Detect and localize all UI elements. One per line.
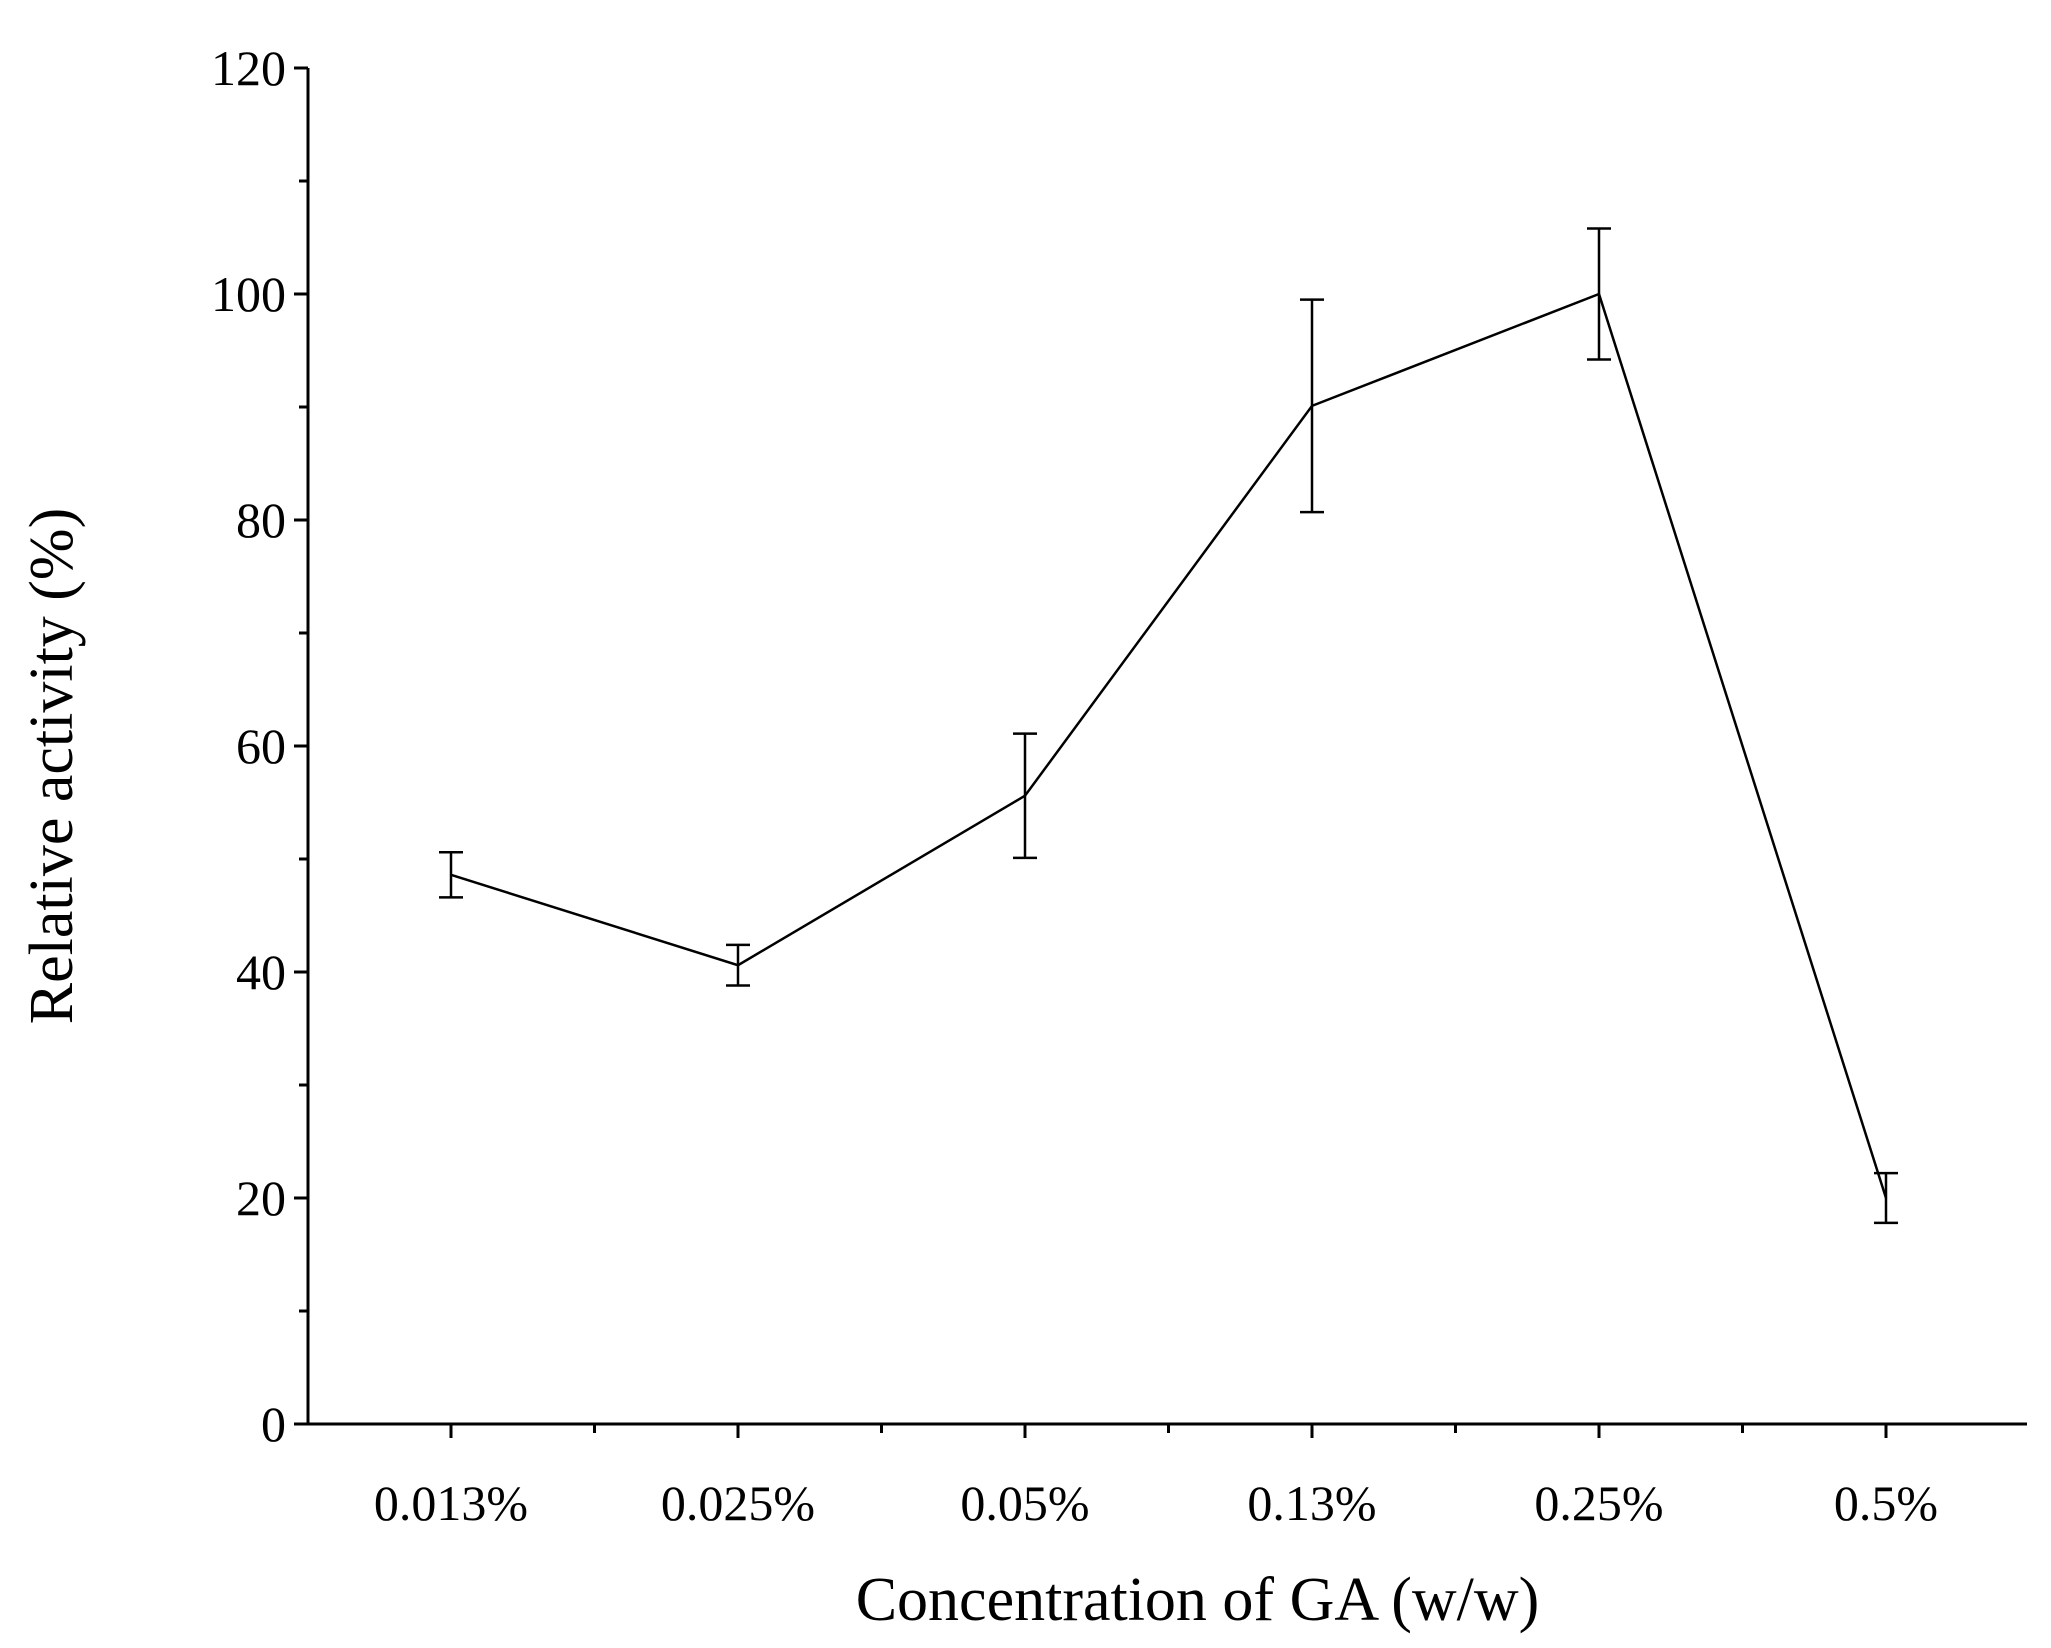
y-tick-label: 40: [236, 944, 286, 1000]
y-tick-label: 100: [211, 266, 286, 322]
y-tick-label: 60: [236, 718, 286, 774]
y-tick-label: 120: [211, 40, 286, 96]
x-tick-label: 0.5%: [1834, 1475, 1938, 1531]
ticks: 0 20 40 60 80 100 120 0.013% 0.025% 0.05% 0.13% 0.2…: [211, 40, 1938, 1531]
x-tick-label: 0.13%: [1247, 1475, 1376, 1531]
y-tick-label: 80: [236, 492, 286, 548]
axes: [306, 68, 2027, 1426]
x-tick-label: 0.05%: [960, 1475, 1089, 1531]
x-tick-label: 0.25%: [1534, 1475, 1663, 1531]
y-tick-label: 20: [236, 1170, 286, 1226]
y-axis-label: Relative activity (%): [18, 508, 86, 1024]
x-axis-label: Concentration of GA (w/w): [856, 1566, 1540, 1634]
y-tick-label: 0: [261, 1396, 286, 1452]
x-tick-label: 0.025%: [661, 1475, 815, 1531]
series-line: [450, 292, 1888, 1199]
data-series: [439, 227, 1898, 1225]
x-tick-label: 0.013%: [374, 1475, 528, 1531]
